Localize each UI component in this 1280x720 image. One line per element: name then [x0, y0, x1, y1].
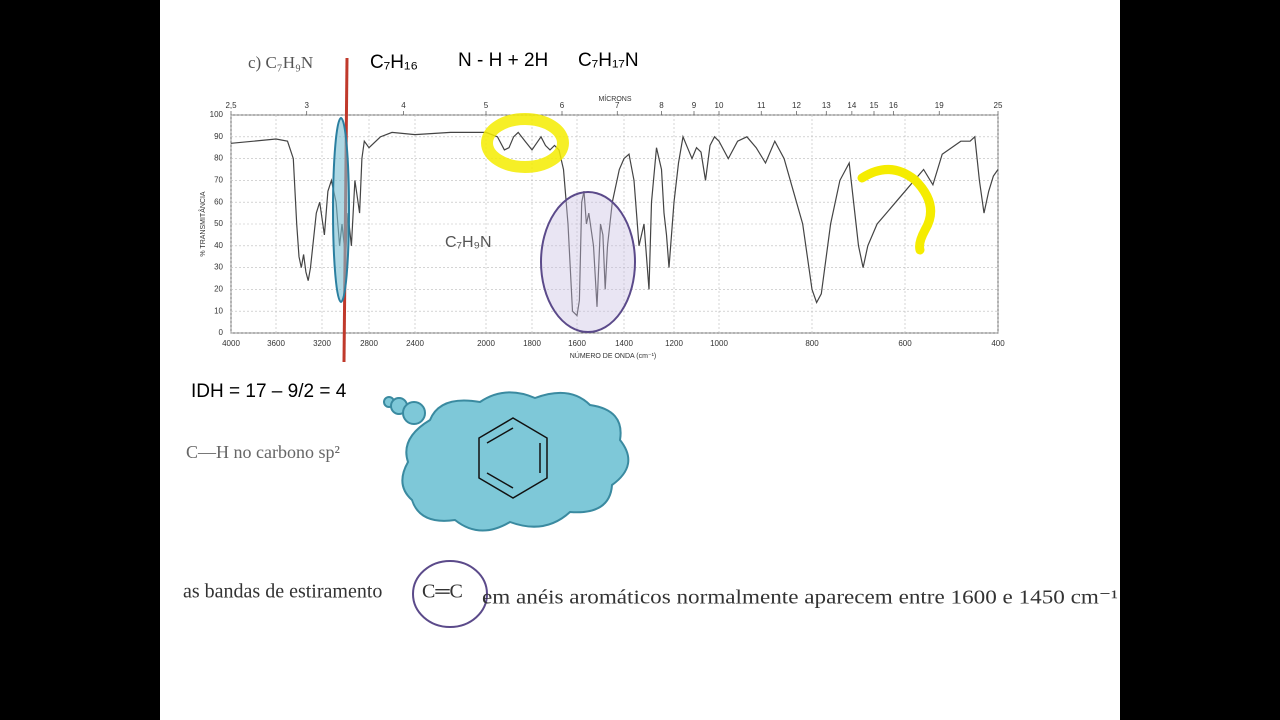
x-tick-label: 400: [991, 339, 1005, 348]
x-tick-label: 600: [898, 339, 912, 348]
y-tick-label: 20: [214, 285, 223, 294]
x-tick-label: 3600: [267, 339, 285, 348]
yellow-highlight: [481, 113, 569, 173]
y-tick-label: 10: [214, 306, 223, 315]
y-tick-label: 70: [214, 176, 223, 185]
x2-tick-label: 19: [935, 101, 944, 110]
x2-tick-label: 25: [994, 101, 1003, 110]
purple-circle: [540, 191, 636, 333]
x-tick-label: 2000: [477, 339, 495, 348]
purple-circle-cc: [412, 560, 488, 628]
idh-text: IDH = 17 – 9/2 = 4: [191, 381, 347, 402]
x-tick-label: 3200: [313, 339, 331, 348]
band-note: C═C: [422, 581, 463, 603]
x2-tick-label: 11: [757, 101, 766, 110]
x2-tick-label: 14: [847, 101, 856, 110]
band-note: em anéis aromáticos normalmente aparecem…: [482, 587, 1118, 609]
x-tick-label: 4000: [222, 339, 240, 348]
x2-tick-label: 15: [870, 101, 879, 110]
formula: C₇H₁₇N: [578, 50, 639, 71]
ch-note: C—H no carbono sp²: [186, 442, 340, 462]
formula: N - H + 2H: [458, 50, 548, 71]
y-tick-label: 50: [214, 219, 223, 228]
x2-tick-label: 2,5: [225, 101, 237, 110]
x2-tick-label: 10: [715, 101, 724, 110]
y-tick-label: 30: [214, 263, 223, 272]
x-tick-label: 1600: [568, 339, 586, 348]
x2-tick-label: 7: [615, 101, 620, 110]
x-tick-label: 800: [805, 339, 819, 348]
x2-tick-label: 6: [560, 101, 565, 110]
x2-axis-title: MÍCRONS: [598, 94, 631, 103]
y-tick-label: 0: [219, 328, 224, 337]
x2-tick-label: 16: [889, 101, 898, 110]
x2-tick-label: 12: [792, 101, 801, 110]
spectrum-label: C₇H₉N: [445, 234, 492, 251]
x2-tick-label: 3: [304, 101, 309, 110]
x2-tick-label: 4: [401, 101, 406, 110]
x-tick-label: 1000: [710, 339, 728, 348]
y-tick-label: 60: [214, 197, 223, 206]
thought-cloud: [383, 391, 630, 532]
yellow-question-mark: [857, 165, 936, 255]
x-axis-title: NÚMERO DE ONDA (cm⁻¹): [570, 351, 657, 360]
formula: C₇H₁₆: [370, 52, 418, 73]
y-tick-label: 100: [210, 110, 224, 119]
x-tick-label: 2800: [360, 339, 378, 348]
band-note: as bandas de estiramento: [183, 581, 382, 603]
y-tick-label: 40: [214, 241, 223, 250]
x2-tick-label: 8: [659, 101, 664, 110]
x2-tick-label: 9: [692, 101, 697, 110]
blue-highlight: [332, 117, 350, 303]
x2-tick-label: 13: [822, 101, 831, 110]
x2-tick-label: 5: [484, 101, 489, 110]
x-tick-label: 1400: [615, 339, 633, 348]
y-tick-label: 90: [214, 132, 223, 141]
x-tick-label: 2400: [406, 339, 424, 348]
x-tick-label: 1800: [523, 339, 541, 348]
y-axis-title: % TRANSMITÂNCIA: [198, 191, 207, 257]
x-tick-label: 1200: [665, 339, 683, 348]
formula-label: c) C₇H₉N: [248, 53, 313, 72]
slide-background: [160, 0, 1120, 720]
y-tick-label: 80: [214, 154, 223, 163]
